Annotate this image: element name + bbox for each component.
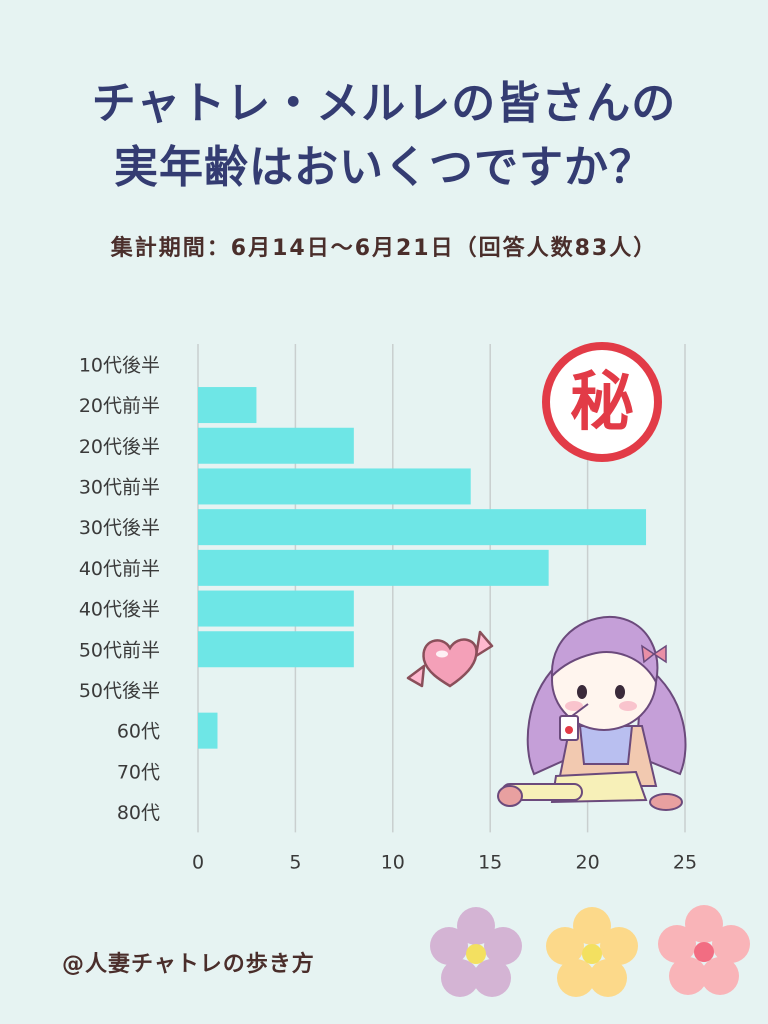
x-tick-label: 0 — [192, 851, 204, 870]
yellow-flower-icon — [546, 907, 638, 997]
category-label: 30代前半 — [79, 476, 160, 498]
bar — [198, 631, 354, 668]
page-title: チャトレ・メルレの皆さんの 実年齢はおいくつですか？ — [0, 72, 768, 200]
category-label: 20代後半 — [79, 436, 160, 458]
category-label: 10代後半 — [79, 354, 160, 376]
bar — [198, 590, 354, 627]
bar — [198, 712, 218, 749]
x-tick-label: 20 — [576, 851, 600, 870]
girl-illustration — [497, 616, 687, 811]
category-label: 40代前半 — [79, 558, 160, 580]
category-label: 60代 — [117, 721, 160, 743]
bar — [198, 549, 549, 586]
purple-flower-icon — [430, 907, 522, 997]
x-tick-label: 10 — [381, 851, 405, 870]
candy-icon — [406, 630, 494, 688]
category-label: 20代前半 — [79, 395, 160, 417]
footer-credit: @人妻チャトレの歩き方 — [62, 952, 315, 977]
category-label: 70代 — [117, 761, 160, 783]
category-label: 40代後半 — [79, 599, 160, 621]
category-label: 80代 — [117, 802, 160, 824]
title-line-2: 実年齢はおいくつですか？ — [114, 142, 654, 193]
category-label: 50代前半 — [79, 639, 160, 661]
bar — [198, 387, 257, 424]
seal-char: 秘 — [570, 366, 634, 440]
category-label: 50代後半 — [79, 680, 160, 702]
pink-flower-icon — [658, 905, 750, 995]
secret-seal-icon: 秘 — [542, 342, 662, 462]
x-tick-label: 15 — [478, 851, 502, 870]
survey-period-subtitle: 集計期間：6月14日～6月21日（回答人数83人） — [110, 236, 658, 261]
category-label: 30代後半 — [79, 517, 160, 539]
bar — [198, 509, 647, 546]
age-bar-chart: 10代後半 20代前半 20代後半 30代前半 30代後半 40代前半 40代後半 50代前半… — [79, 344, 697, 870]
x-tick-label: 5 — [289, 851, 301, 870]
title-line-1: チャトレ・メルレの皆さんの — [91, 78, 677, 129]
bar — [198, 468, 471, 505]
x-tick-label: 25 — [673, 851, 697, 870]
bar — [198, 427, 354, 464]
